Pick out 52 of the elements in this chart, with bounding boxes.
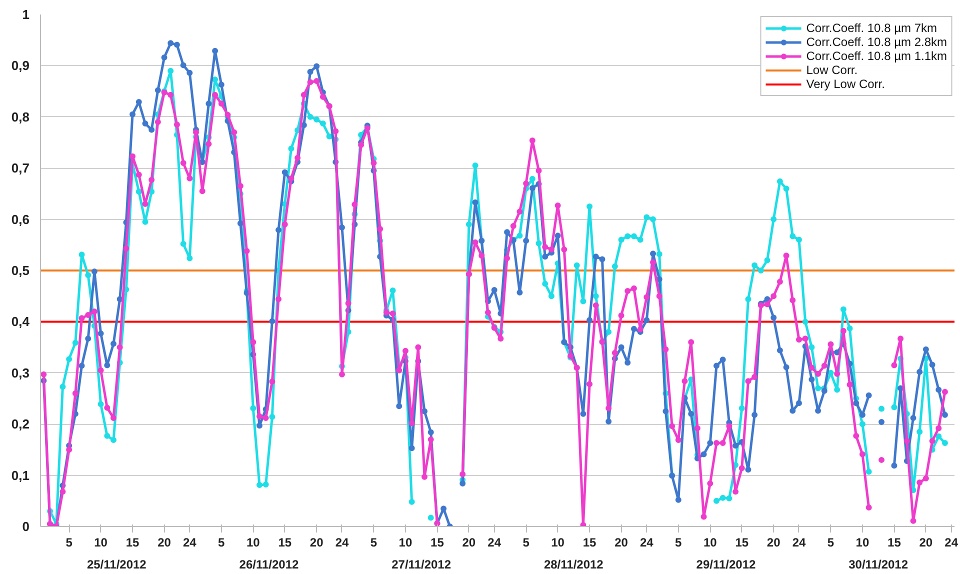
x-tick-label: 15 (278, 536, 292, 550)
x-tick-label: 15 (582, 536, 597, 550)
y-tick-label: 0 (22, 519, 30, 534)
x-tick-label: 15 (888, 536, 902, 550)
y-tick-label: 0,6 (11, 212, 30, 227)
text: 25/11/2012 (86, 558, 147, 572)
y-tick-label: 0,5 (11, 263, 30, 278)
y-tick-label: 0,9 (11, 58, 30, 74)
y-tick-label: 0,7 (11, 160, 30, 176)
x-tick-label: 15 (735, 536, 749, 550)
text: 26/11/2012 (239, 558, 300, 572)
x-tick-label: 20 (310, 536, 324, 550)
y-tick-label: 1 (22, 7, 30, 22)
x-tick-label: 24 (944, 536, 958, 550)
x-tick-label: 15 (430, 536, 444, 550)
x-tick-label: 5 (370, 536, 378, 550)
y-tick-label: 0,8 (11, 109, 30, 124)
x-tick-label: 5 (675, 536, 682, 550)
x-tick-label: 10 (94, 536, 108, 550)
legend-label: Corr.Coeff. 10.8 µm 2.8km (806, 35, 947, 49)
x-tick-label: 5 (827, 536, 834, 550)
x-tick-label: 10 (246, 536, 260, 550)
legend-label: Very Low Corr. (806, 77, 885, 91)
x-tick-label: 5 (218, 536, 226, 550)
legend-label: Corr.Coeff. 10.8 µm 7km (806, 21, 937, 35)
y-tick-label: 0,3 (11, 365, 30, 380)
y-tick-label: 0,1 (11, 468, 30, 483)
x-tick-label: 15 (126, 536, 140, 550)
text: 27/11/2012 (392, 558, 452, 572)
text: 29/11/2012 (696, 558, 756, 572)
x-tick-label: 24 (488, 536, 502, 550)
x-tick-label: 20 (158, 536, 172, 550)
x-tick-label: 20 (614, 536, 628, 550)
legend-label: Low Corr. (806, 63, 858, 77)
x-tick-label: 20 (919, 536, 933, 550)
y-tick-label: 0,4 (11, 314, 30, 330)
x-tick-label: 10 (856, 536, 870, 550)
x-tick-label: 10 (703, 536, 718, 550)
x-tick-label: 5 (66, 536, 73, 550)
x-tick-label: 24 (335, 536, 349, 550)
x-tick-label: 20 (462, 536, 476, 550)
x-tick-label: 10 (551, 536, 565, 550)
x-tick-label: 20 (766, 536, 781, 550)
x-tick-label: 24 (182, 536, 197, 550)
x-tick-label: 5 (522, 536, 530, 550)
x-tick-label: 24 (792, 536, 806, 550)
text: 28/11/2012 (544, 558, 604, 572)
x-tick-label: 10 (398, 536, 412, 550)
x-tick-label: 24 (640, 536, 654, 550)
legend-label: Corr.Coeff. 10.8 µm 1.1km (806, 49, 947, 63)
y-tick-label: 0,2 (11, 416, 30, 432)
text: 30/11/2012 (848, 558, 908, 572)
